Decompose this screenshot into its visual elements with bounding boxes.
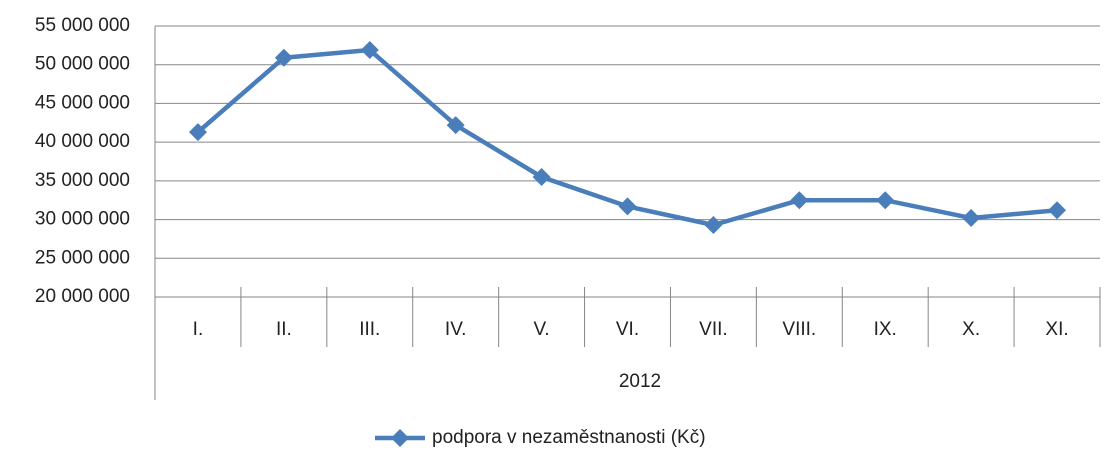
y-tick-label: 30 000 000 bbox=[35, 209, 130, 230]
data-point bbox=[274, 48, 293, 67]
y-tick-label: 40 000 000 bbox=[35, 131, 130, 152]
data-point bbox=[704, 215, 723, 234]
x-tick-label: IV. bbox=[445, 319, 467, 340]
x-tick-label: VII. bbox=[699, 319, 728, 340]
data-point bbox=[618, 197, 637, 216]
x-tick-label: I. bbox=[193, 319, 204, 340]
y-tick-label: 20 000 000 bbox=[35, 286, 130, 307]
legend-label: podpora v nezaměstnanosti (Kč) bbox=[432, 427, 706, 448]
data-point bbox=[790, 191, 809, 210]
category-group-label: 2012 bbox=[619, 371, 661, 392]
legend-marker bbox=[391, 429, 409, 447]
data-point bbox=[1048, 201, 1067, 220]
y-tick-label: 55 000 000 bbox=[35, 15, 130, 36]
x-tick-label: II. bbox=[276, 319, 292, 340]
y-tick-label: 50 000 000 bbox=[35, 54, 130, 75]
x-tick-label: VIII. bbox=[782, 319, 816, 340]
x-tick-label: XI. bbox=[1045, 319, 1068, 340]
data-point bbox=[876, 191, 895, 210]
y-tick-label: 45 000 000 bbox=[35, 92, 130, 113]
data-point bbox=[532, 167, 551, 186]
data-point bbox=[188, 123, 207, 142]
data-point bbox=[962, 209, 981, 228]
y-tick-label: 25 000 000 bbox=[35, 247, 130, 268]
x-tick-label: III. bbox=[359, 319, 380, 340]
x-tick-label: X. bbox=[962, 319, 980, 340]
data-point bbox=[360, 41, 379, 60]
x-tick-label: VI. bbox=[616, 319, 639, 340]
y-tick-label: 35 000 000 bbox=[35, 170, 130, 191]
x-tick-label: IX. bbox=[874, 319, 897, 340]
x-tick-label: V. bbox=[533, 319, 549, 340]
data-point bbox=[446, 116, 465, 135]
